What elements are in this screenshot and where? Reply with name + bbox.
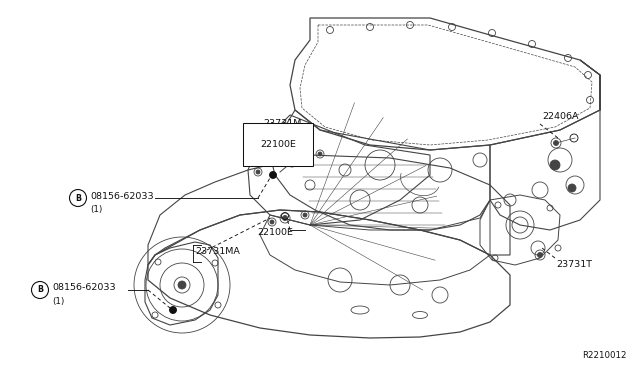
Text: 22100E: 22100E [257,228,293,237]
Text: 08156-62033: 08156-62033 [52,283,116,292]
Circle shape [289,160,294,164]
Text: R2210012: R2210012 [582,351,627,360]
Text: (1): (1) [90,205,102,214]
Text: 23731T: 23731T [556,260,592,269]
Text: 08156-62033: 08156-62033 [90,192,154,201]
Text: 23731M: 23731M [263,119,301,128]
Circle shape [554,141,559,145]
Circle shape [256,170,260,174]
Circle shape [178,281,186,289]
Text: B: B [37,285,43,295]
Circle shape [282,215,287,221]
Text: B: B [75,193,81,202]
Circle shape [303,213,307,217]
Text: 23731MA: 23731MA [195,247,240,256]
Circle shape [568,184,576,192]
Circle shape [550,160,560,170]
Text: 22100E: 22100E [260,140,296,149]
Circle shape [170,307,177,314]
Circle shape [270,220,274,224]
Text: (1): (1) [52,297,65,306]
Circle shape [318,152,322,156]
Text: 22406A: 22406A [542,112,579,121]
Circle shape [269,171,276,179]
Circle shape [538,253,543,257]
